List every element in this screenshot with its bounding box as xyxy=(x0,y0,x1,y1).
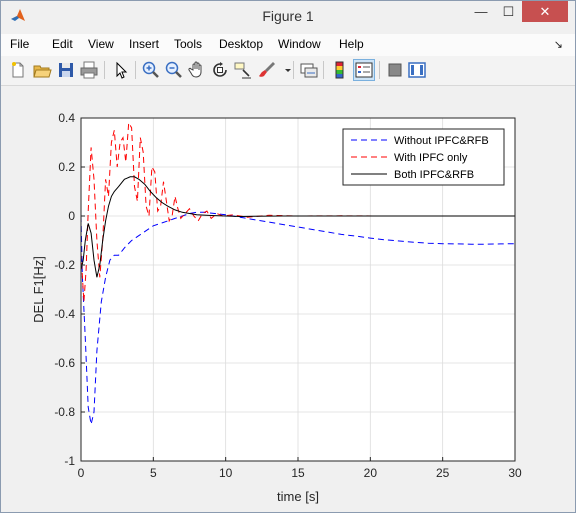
legend-entry: Both IPFC&RFB xyxy=(394,169,474,181)
menu-window[interactable]: Window xyxy=(278,37,321,51)
toolbar-separator xyxy=(104,61,105,79)
save-icon[interactable] xyxy=(56,60,76,80)
window-title: Figure 1 xyxy=(262,8,314,24)
x-tick-label: 20 xyxy=(364,466,378,480)
pan-hand-icon[interactable] xyxy=(187,60,207,80)
menu-help[interactable]: Help xyxy=(339,37,364,51)
x-tick-label: 10 xyxy=(219,466,233,480)
legend[interactable]: Without IPFC&RFB With IPFC only Both IPFC&… xyxy=(342,128,505,186)
x-axis-label: time [s] xyxy=(277,489,319,504)
new-figure-icon[interactable] xyxy=(8,60,28,80)
figure-canvas[interactable]: 0 5 10 15 20 25 30 -1 -0.8 -0.6 -0.4 -0.2 0 0.2 0.4 ti… xyxy=(6,87,570,508)
menu-file[interactable]: File xyxy=(10,37,30,51)
pointer-icon[interactable] xyxy=(111,60,131,80)
x-tick-label: 30 xyxy=(508,466,522,480)
toolbar-separator xyxy=(135,61,136,79)
x-tick-label: 15 xyxy=(291,466,305,480)
series-line-both-ipfc-rfb xyxy=(80,176,515,278)
legend-entry: Without IPFC&RFB xyxy=(394,135,489,147)
plot-axes[interactable]: 0 5 10 15 20 25 30 -1 -0.8 -0.6 -0.4 -0.2 0 0.2 0.4 ti… xyxy=(6,87,570,508)
zoom-out-icon[interactable] xyxy=(164,60,184,80)
colorbar-icon[interactable] xyxy=(330,60,350,80)
zoom-in-icon[interactable] xyxy=(141,60,161,80)
maximize-button[interactable]: ☐ xyxy=(502,3,515,19)
brush-icon[interactable] xyxy=(257,60,277,80)
data-series xyxy=(80,121,516,425)
open-file-icon[interactable] xyxy=(32,60,52,80)
y-tick-label: 0.4 xyxy=(58,111,75,125)
matlab-logo-icon xyxy=(11,9,25,21)
print-icon[interactable] xyxy=(79,60,99,80)
dock-figure-icon[interactable]: ↘ xyxy=(553,39,563,51)
title-bar[interactable]: Figure 1 — ☐ ✕ xyxy=(1,1,575,32)
menu-insert[interactable]: Insert xyxy=(129,37,160,51)
x-tick-label: 5 xyxy=(150,466,157,480)
brush-dropdown-icon[interactable] xyxy=(278,60,291,80)
legend-box xyxy=(342,128,505,186)
close-button[interactable]: ✕ xyxy=(522,1,568,22)
toolbar-separator xyxy=(293,61,294,79)
y-axis-label: DEL F1[Hz] xyxy=(31,256,46,323)
y-tick-label: -0.4 xyxy=(54,307,75,321)
legend-entry: With IPFC only xyxy=(394,152,468,164)
y-tick-label: -0.2 xyxy=(54,258,75,272)
minimize-button[interactable]: — xyxy=(474,4,488,19)
hide-plot-tools-icon[interactable] xyxy=(385,60,405,80)
menu-bar: File Edit View Insert Tools Desktop Wind… xyxy=(1,34,575,56)
legend-icon[interactable] xyxy=(353,59,375,81)
x-tick-label: 0 xyxy=(78,466,85,480)
y-tick-label: -0.8 xyxy=(54,405,75,419)
link-plot-icon[interactable] xyxy=(299,60,319,80)
y-tick-label: 0 xyxy=(68,209,75,223)
toolbar-separator xyxy=(323,61,324,79)
menu-edit[interactable]: Edit xyxy=(52,37,73,51)
rotate-3d-icon[interactable] xyxy=(210,60,230,80)
figure-toolbar xyxy=(1,56,575,86)
show-plot-tools-icon[interactable] xyxy=(407,60,427,80)
menu-tools[interactable]: Tools xyxy=(174,37,203,51)
tick-labels: 0 5 10 15 20 25 30 -1 -0.8 -0.6 -0.4 -0.2 0 0.2 0.4 xyxy=(54,111,522,480)
data-cursor-icon[interactable] xyxy=(233,60,253,80)
menu-view[interactable]: View xyxy=(88,37,114,51)
y-tick-label: 0.2 xyxy=(58,160,75,174)
y-tick-label: -1 xyxy=(64,454,75,468)
series-line-without-ipfc-rfb xyxy=(80,211,516,425)
y-tick-label: -0.6 xyxy=(54,356,75,370)
menu-desktop[interactable]: Desktop xyxy=(219,37,264,51)
x-tick-label: 25 xyxy=(436,466,450,480)
toolbar-separator xyxy=(379,61,380,79)
